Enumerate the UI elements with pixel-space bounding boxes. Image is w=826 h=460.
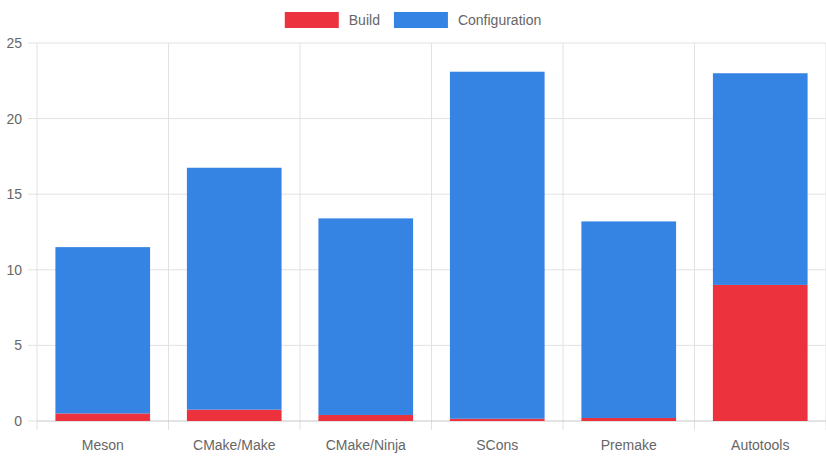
bar [187,410,282,421]
y-tick-label: 15 [6,186,22,202]
y-grid-line [37,194,826,195]
bar [318,218,413,415]
bar [55,413,150,421]
y-grid-line [37,345,826,346]
y-tick-label: 25 [6,35,22,51]
legend-label: Build [349,12,380,28]
bar [581,418,676,421]
x-grid-line [37,43,38,430]
x-tick-label: SCons [476,437,518,453]
legend: Build Configuration [285,12,541,28]
x-grid-line [694,43,695,430]
y-tick [28,194,37,195]
x-tick-label: CMake/Ninja [326,437,406,453]
bar [713,285,808,421]
y-grid-line [37,269,826,270]
x-tick-label: Meson [82,437,124,453]
chart: 0 5 10 15 20 25 Meson CMake/Make CMake/Ninja SCon… [0,0,826,460]
y-tick [28,43,37,44]
y-tick-label: 5 [14,337,22,353]
x-grid-line [168,43,169,430]
x-tick-label: Premake [601,437,657,453]
y-tick-label: 0 [14,413,22,429]
y-grid-line [37,118,826,119]
x-grid-line [431,43,432,430]
bar [450,419,545,421]
y-tick [28,118,37,119]
y-tick-label: 10 [6,262,22,278]
y-tick [28,421,37,422]
bar [581,221,676,418]
y-grid-line [37,43,826,44]
bar [55,247,150,413]
bar [187,168,282,410]
bar [713,73,808,285]
x-grid-line [563,43,564,430]
y-grid-line [37,421,826,422]
bar [318,415,413,421]
x-tick-label: Autotools [731,437,789,453]
bar [450,72,545,419]
y-tick [28,345,37,346]
legend-label: Configuration [458,12,541,28]
bars [55,72,807,421]
y-tick [28,269,37,270]
x-grid-line [300,43,301,430]
y-tick-label: 20 [6,111,22,127]
legend-swatch [394,12,448,28]
legend-swatch [285,12,339,28]
x-tick-label: CMake/Make [193,437,276,453]
